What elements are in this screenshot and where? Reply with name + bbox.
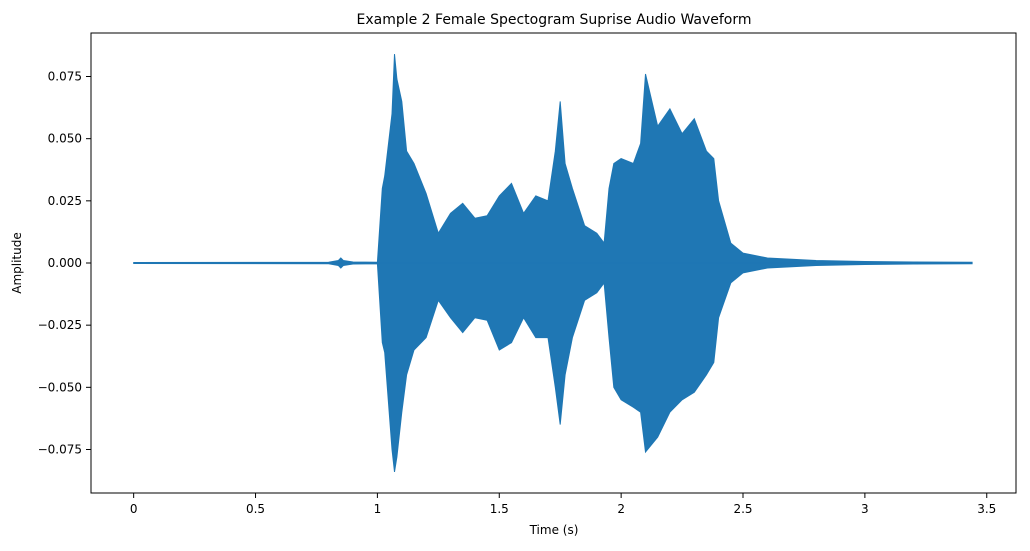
x-axis-label: Time (s) bbox=[529, 523, 579, 537]
x-tick-label: 0.5 bbox=[246, 502, 265, 516]
y-tick-label: 0.000 bbox=[48, 256, 82, 270]
y-tick-label: −0.075 bbox=[38, 442, 82, 456]
waveform-series bbox=[133, 54, 973, 472]
y-tick-label: 0.075 bbox=[48, 70, 82, 84]
x-tick-label: 1.5 bbox=[490, 502, 509, 516]
x-tick-label: 0 bbox=[130, 502, 138, 516]
x-tick-label: 2.5 bbox=[733, 502, 752, 516]
plot-area bbox=[90, 32, 1017, 494]
y-axis-label: Amplitude bbox=[10, 232, 24, 294]
x-tick-label: 3.5 bbox=[977, 502, 996, 516]
x-axis-ticks: 0 0.5 1 1.5 2 2.5 3 3.5 bbox=[130, 493, 996, 516]
y-tick-label: −0.025 bbox=[38, 318, 82, 332]
y-axis-ticks: −0.075 −0.050 −0.025 0.000 0.025 0.050 0.075 bbox=[38, 70, 91, 456]
y-tick-label: 0.050 bbox=[48, 132, 82, 146]
x-tick-label: 1 bbox=[374, 502, 382, 516]
x-tick-label: 3 bbox=[861, 502, 869, 516]
y-tick-label: 0.025 bbox=[48, 194, 82, 208]
x-tick-label: 2 bbox=[617, 502, 625, 516]
chart-title: Example 2 Female Spectogram Suprise Audi… bbox=[356, 12, 751, 28]
y-tick-label: −0.050 bbox=[38, 380, 82, 394]
